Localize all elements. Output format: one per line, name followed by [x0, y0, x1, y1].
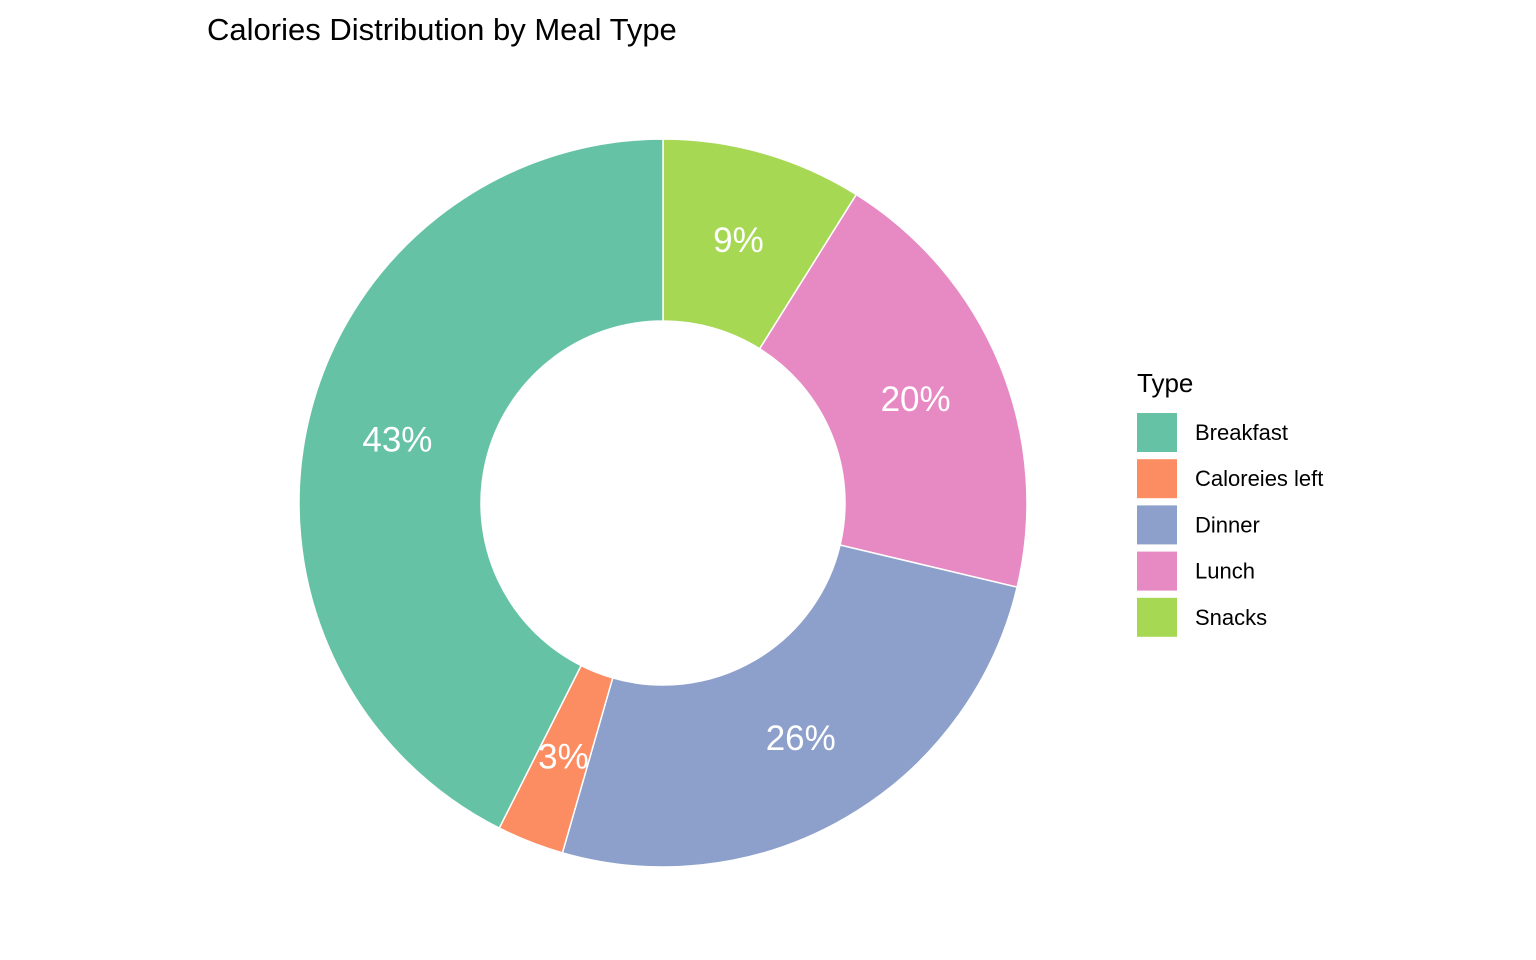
slice-labels: 9% 20% 26% 3% 43%: [362, 221, 950, 777]
slice-label-snacks: 9%: [713, 221, 764, 260]
legend-swatch-dinner: [1137, 505, 1177, 545]
legend: Type Breakfast Caloreies left Dinner Lunch S…: [1137, 368, 1323, 637]
slice-breakfast: [298, 138, 664, 830]
slice-label-lunch: 20%: [881, 380, 951, 419]
legend-label-caloreies-left: Caloreies left: [1195, 466, 1323, 491]
donut-slices: [298, 138, 1028, 868]
slice-label-breakfast: 43%: [362, 420, 432, 459]
slice-label-dinner: 26%: [766, 719, 836, 758]
slice-lunch: [758, 193, 1028, 589]
legend-label-breakfast: Breakfast: [1195, 420, 1288, 445]
legend-swatch-caloreies-left: [1137, 459, 1177, 499]
legend-swatch-lunch: [1137, 551, 1177, 591]
chart-title: Calories Distribution by Meal Type: [207, 12, 677, 47]
legend-label-lunch: Lunch: [1195, 559, 1255, 584]
legend-swatch-snacks: [1137, 597, 1177, 637]
legend-swatch-breakfast: [1137, 413, 1177, 452]
legend-label-snacks: Snacks: [1195, 605, 1267, 630]
slice-label-caloreies-left: 3%: [538, 738, 589, 777]
legend-title: Type: [1137, 368, 1193, 398]
slice-dinner: [561, 544, 1019, 868]
legend-label-dinner: Dinner: [1195, 512, 1260, 537]
